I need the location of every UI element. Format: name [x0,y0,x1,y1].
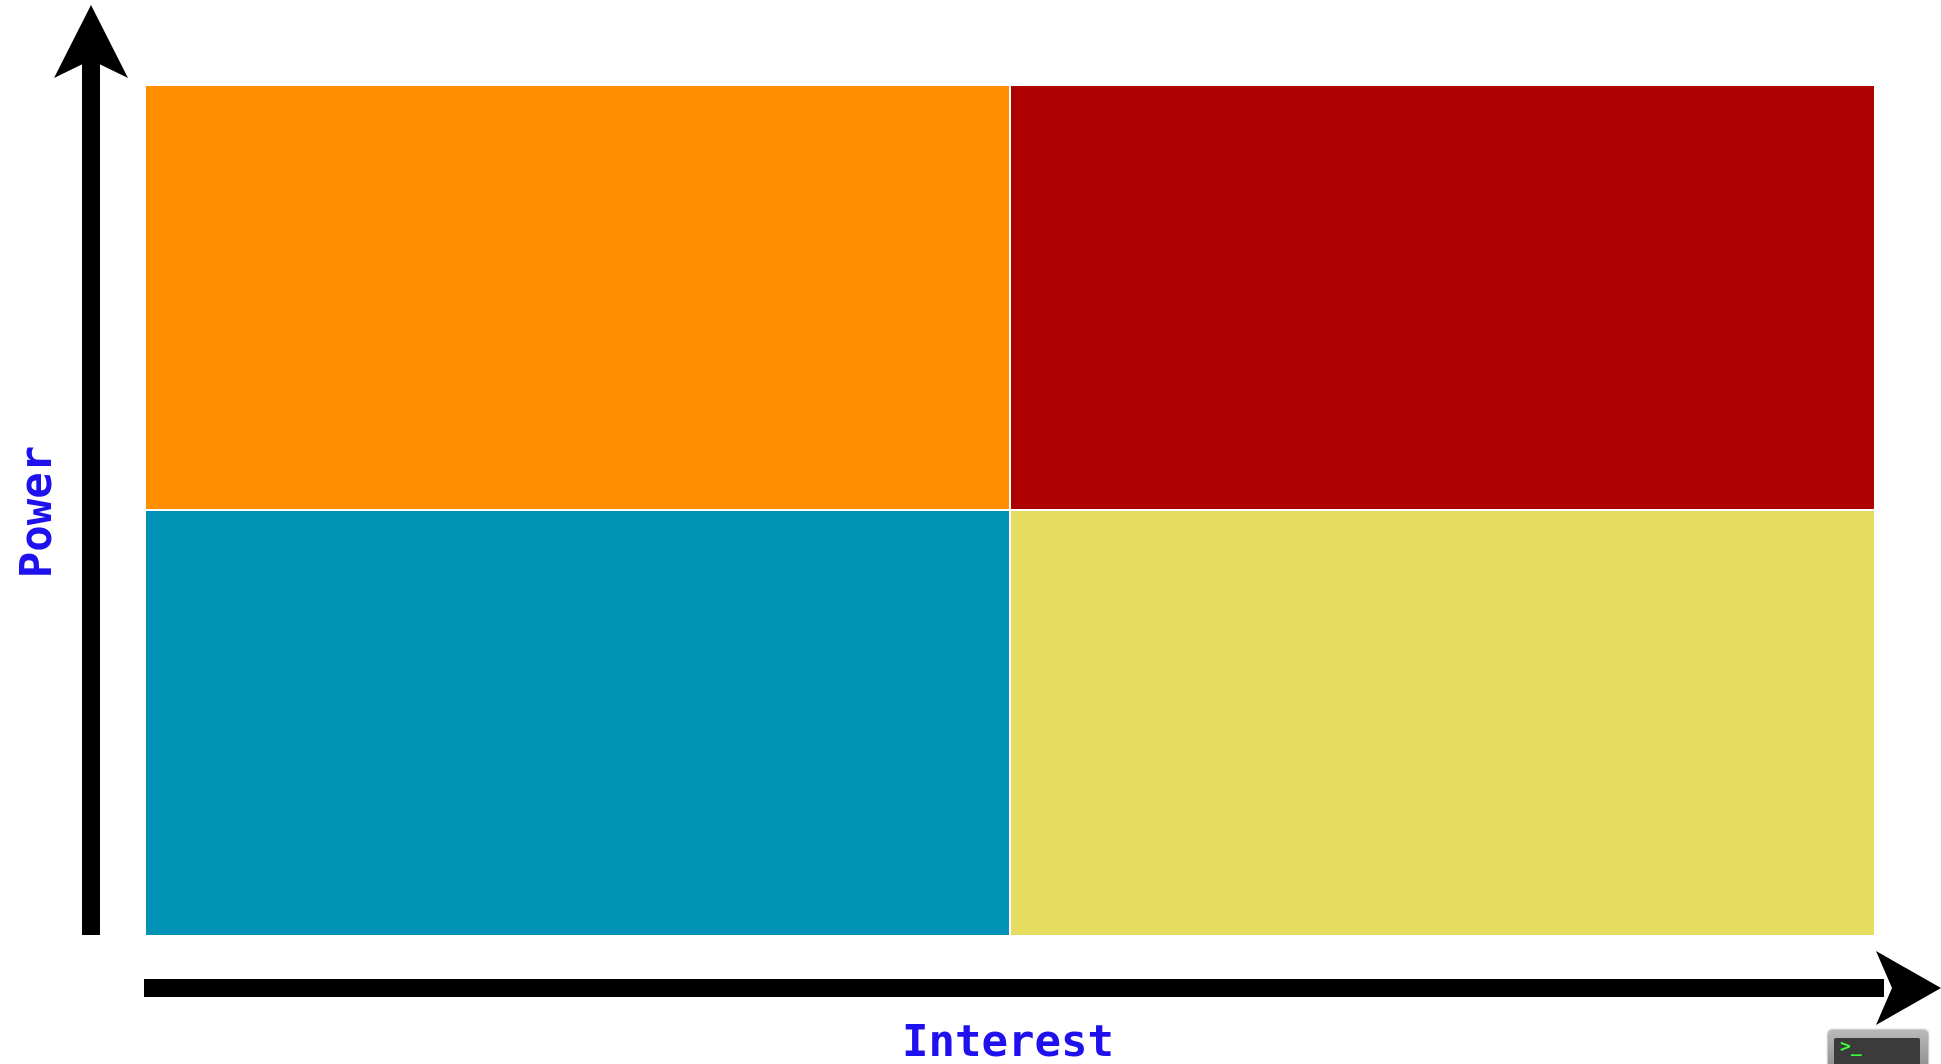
terminal-icon[interactable]: >_ [1828,1030,1928,1064]
quadrant-low-power-low-interest [146,511,1009,935]
quadrant-high-power-low-interest [146,86,1009,509]
y-axis-arrowhead [54,5,128,78]
y-axis-label: Power [11,445,62,579]
x-axis-label: Interest [902,1016,1114,1064]
y-axis-arrow [54,5,128,935]
x-axis-arrow [144,951,1941,1025]
quadrant-low-power-high-interest [1011,511,1874,935]
quadrant-high-power-high-interest [1011,86,1874,509]
x-axis-arrowhead [1876,951,1941,1025]
y-axis-line [82,60,100,935]
terminal-screen: >_ [1834,1036,1920,1064]
terminal-prompt: >_ [1840,1036,1862,1057]
x-axis-line [144,979,1884,997]
